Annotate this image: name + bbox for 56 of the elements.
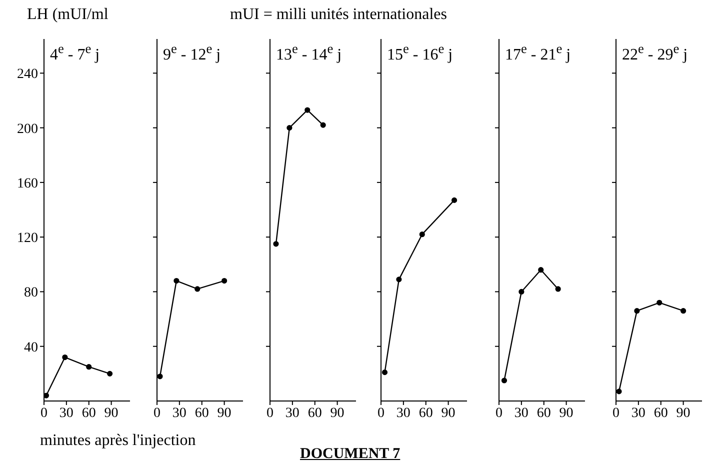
point [396, 276, 402, 282]
x-tick-label: 30 [396, 406, 410, 421]
chart-title: 13$^{e}$ - 14$^{e}$ j [276, 41, 342, 64]
x-tick-label: 0 [40, 406, 48, 421]
x-tick-label: 60 [654, 406, 668, 421]
point [451, 197, 458, 203]
point [286, 124, 292, 131]
x-tick-label: 30 [631, 406, 646, 421]
point [86, 364, 92, 370]
point [320, 122, 326, 128]
x-axis-title: minutes après l'injection [40, 432, 196, 450]
point [304, 107, 310, 113]
chart-title: 17$^{e}$ - 21$^{e}$ j [505, 41, 571, 64]
chart-title: 15$^{e}$ - 16$^{e}$ j [387, 41, 453, 64]
text: mUI = milli unités internationales [230, 6, 447, 24]
x-tick-label: 90 [104, 406, 118, 421]
x-tick-label: 60 [418, 406, 433, 421]
chart-title: 4$^{e}$ - 7$^{e}$ j [50, 41, 100, 64]
x-tick-label: 90 [559, 406, 574, 421]
x-tick-label: 60 [308, 406, 322, 421]
x-tick-label: 0 [154, 406, 160, 421]
chart-title: 9$^{e}$ - 12$^{e}$ j [163, 41, 221, 64]
x-tick-label: 90 [330, 406, 344, 421]
point [419, 232, 425, 238]
x-tick-label: 0 [266, 406, 274, 421]
point [501, 378, 508, 384]
x-tick-label: 0 [378, 406, 384, 421]
text: DOCUMENT 7 [300, 446, 400, 463]
point [273, 241, 279, 247]
x-tick-label: 90 [441, 406, 456, 421]
x-tick-label: 90 [217, 406, 232, 421]
point [44, 392, 50, 398]
x-tick-label: 0 [612, 406, 620, 421]
y-tick-label: 160 [17, 176, 38, 192]
x-tick-label: 90 [676, 406, 690, 421]
chart-title: 22$^{e}$ - 29$^{e}$ j [622, 41, 688, 64]
y-tick-label: 40 [24, 340, 38, 356]
x-tick-label: 30 [285, 406, 300, 421]
x-tick-label: 30 [514, 406, 528, 421]
point [382, 370, 388, 376]
point [538, 267, 544, 273]
point [107, 370, 113, 376]
x-tick-label: 60 [194, 406, 209, 421]
y-axis-title: LH (mUI/ml [27, 6, 108, 24]
x-tick-label: 0 [496, 406, 502, 421]
x-tick-label: 30 [59, 406, 74, 421]
y-tick-label: 80 [24, 286, 38, 301]
point [518, 288, 524, 295]
y-tick-label: 240 [17, 67, 38, 82]
x-tick-label: 60 [536, 406, 551, 421]
y-tick-label: 200 [17, 122, 38, 137]
point [62, 354, 68, 360]
point [555, 286, 561, 292]
x-tick-label: 30 [172, 406, 186, 421]
y-tick-label: 120 [17, 231, 38, 246]
x-tick-label: 60 [82, 406, 96, 421]
